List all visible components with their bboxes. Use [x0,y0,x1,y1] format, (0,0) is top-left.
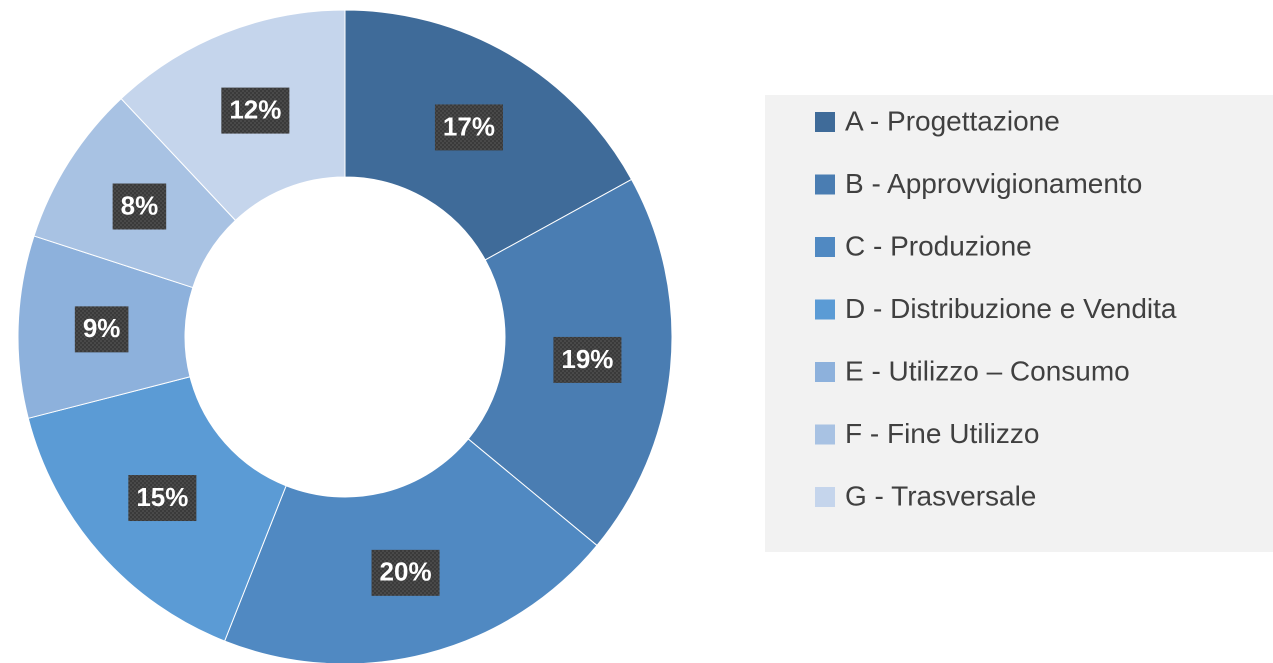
data-label-box [553,336,622,383]
data-label-box [434,104,503,151]
data-label-box [128,475,197,522]
data-label-box [371,549,440,596]
data-label-box [221,87,290,134]
legend-swatch [815,424,835,445]
legend-label: B - Approvvigionamento [845,168,1142,199]
legend-label: G - Trasversale [845,480,1036,511]
data-label-box [74,306,129,353]
legend-swatch [815,112,835,132]
legend-label: A - Progettazione [845,105,1060,136]
legend-label: D - Distribuzione e Vendita [845,293,1177,324]
legend-swatch [815,299,835,320]
data-label: 17% [443,111,495,141]
data-label: 19% [561,344,613,374]
legend-label: E - Utilizzo – Consumo [845,355,1130,386]
data-label: 9% [83,313,121,343]
data-label: 20% [380,557,432,587]
legend-label: F - Fine Utilizzo [845,418,1039,449]
legend-label: C - Produzione [845,230,1032,261]
data-label: 12% [229,94,281,124]
data-label: 15% [136,482,188,512]
legend-swatch [815,237,835,257]
data-label: 8% [121,190,159,220]
data-label-box [112,183,167,230]
legend-box [765,95,1273,552]
legend-swatch [815,487,835,507]
legend-swatch [815,362,835,382]
legend-swatch [815,174,835,195]
